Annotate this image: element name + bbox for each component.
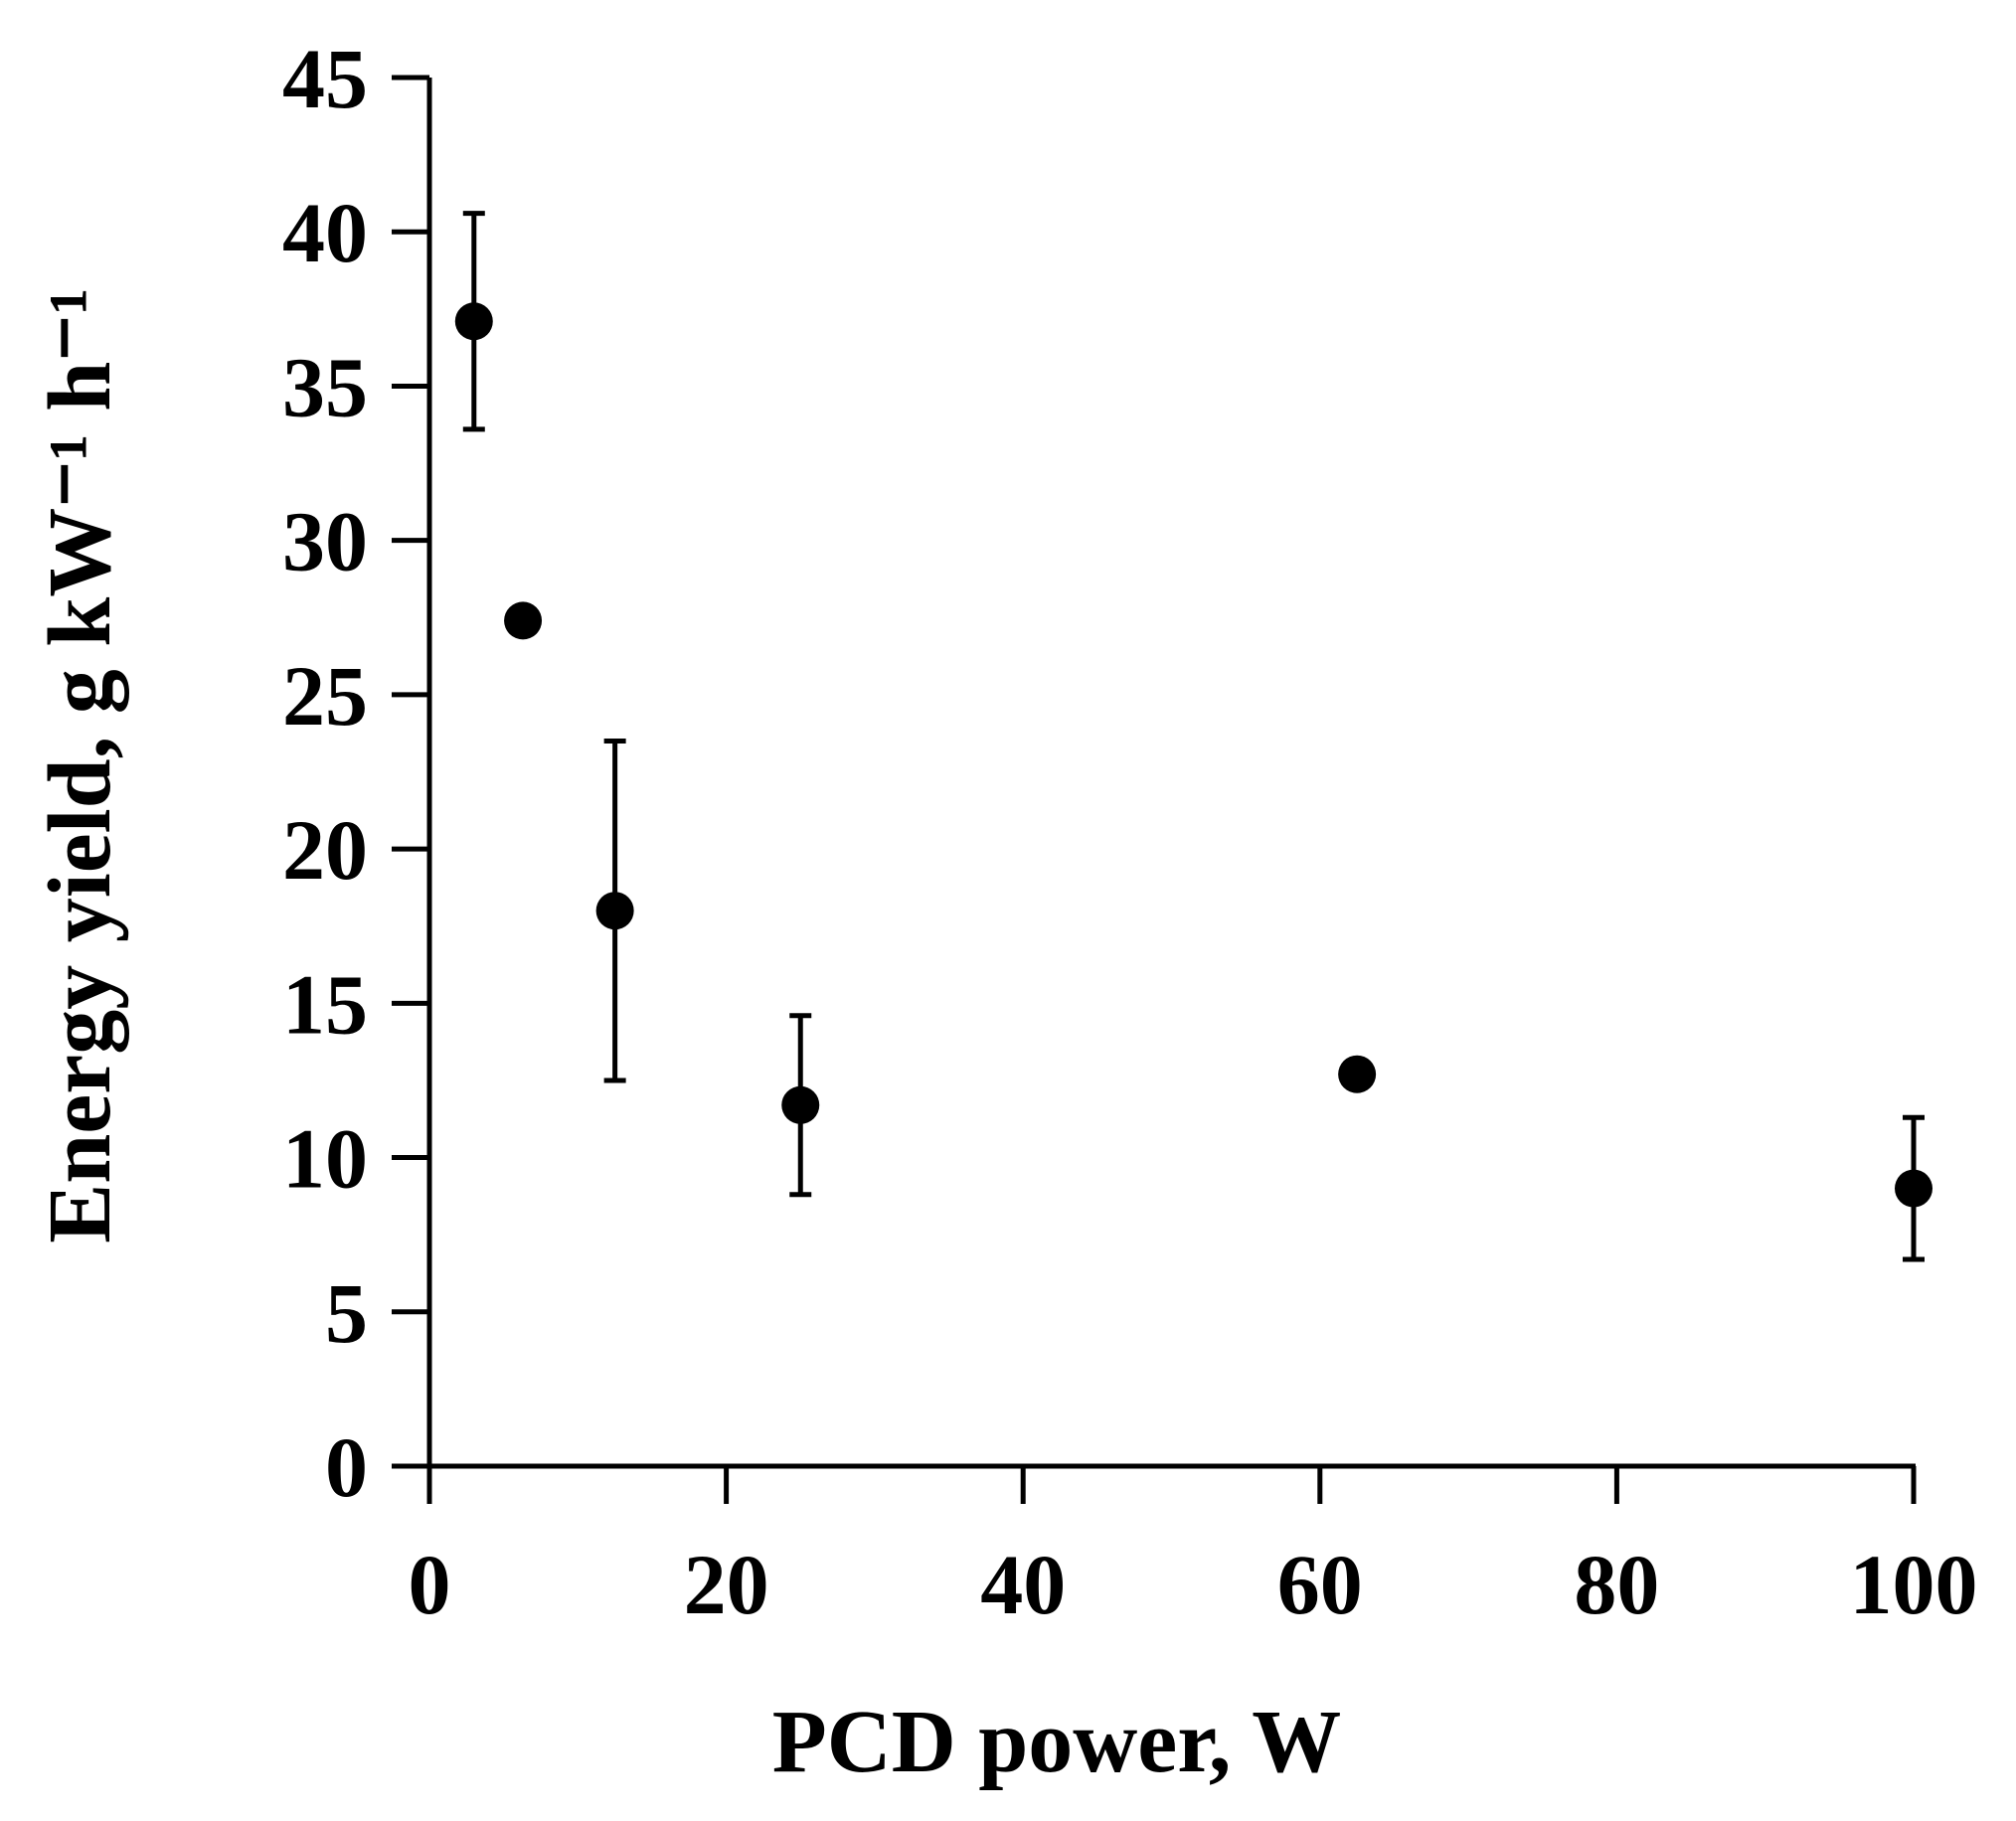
x-tick-label: 60 xyxy=(1277,1537,1363,1632)
data-point xyxy=(595,892,634,930)
x-tick-label: 100 xyxy=(1850,1537,1978,1632)
axes xyxy=(426,78,1916,1469)
y-tick-label: 35 xyxy=(282,339,368,434)
data-point xyxy=(454,302,493,341)
y-tick-label: 45 xyxy=(282,31,368,126)
y-tick-label: 15 xyxy=(282,956,368,1052)
x-tick-label: 40 xyxy=(980,1537,1066,1632)
y-tick-label: 20 xyxy=(282,802,368,898)
y-axis-title: Energy yield, g kW⁻¹ h⁻¹ xyxy=(31,287,129,1243)
y-tick-label: 10 xyxy=(282,1111,368,1207)
data-point xyxy=(781,1085,820,1124)
data-points xyxy=(454,211,1932,1262)
data-point xyxy=(1338,1055,1377,1093)
ticks: 0 5 10 15 20 25 30 35 40 45 0 20 40 60 80 100 xyxy=(282,31,1978,1632)
y-tick-label: 5 xyxy=(325,1265,368,1361)
x-tick-label: 20 xyxy=(684,1537,769,1632)
x-tick-label: 0 xyxy=(409,1537,451,1632)
data-point xyxy=(504,601,543,640)
x-tick-label: 80 xyxy=(1574,1537,1659,1632)
y-tick-label: 40 xyxy=(282,185,368,280)
y-tick-label: 0 xyxy=(325,1419,368,1515)
y-tick-label: 30 xyxy=(282,494,368,589)
y-tick-label: 25 xyxy=(282,648,368,744)
data-point xyxy=(1895,1169,1932,1208)
x-axis-title: PCD power, W xyxy=(772,1693,1342,1791)
